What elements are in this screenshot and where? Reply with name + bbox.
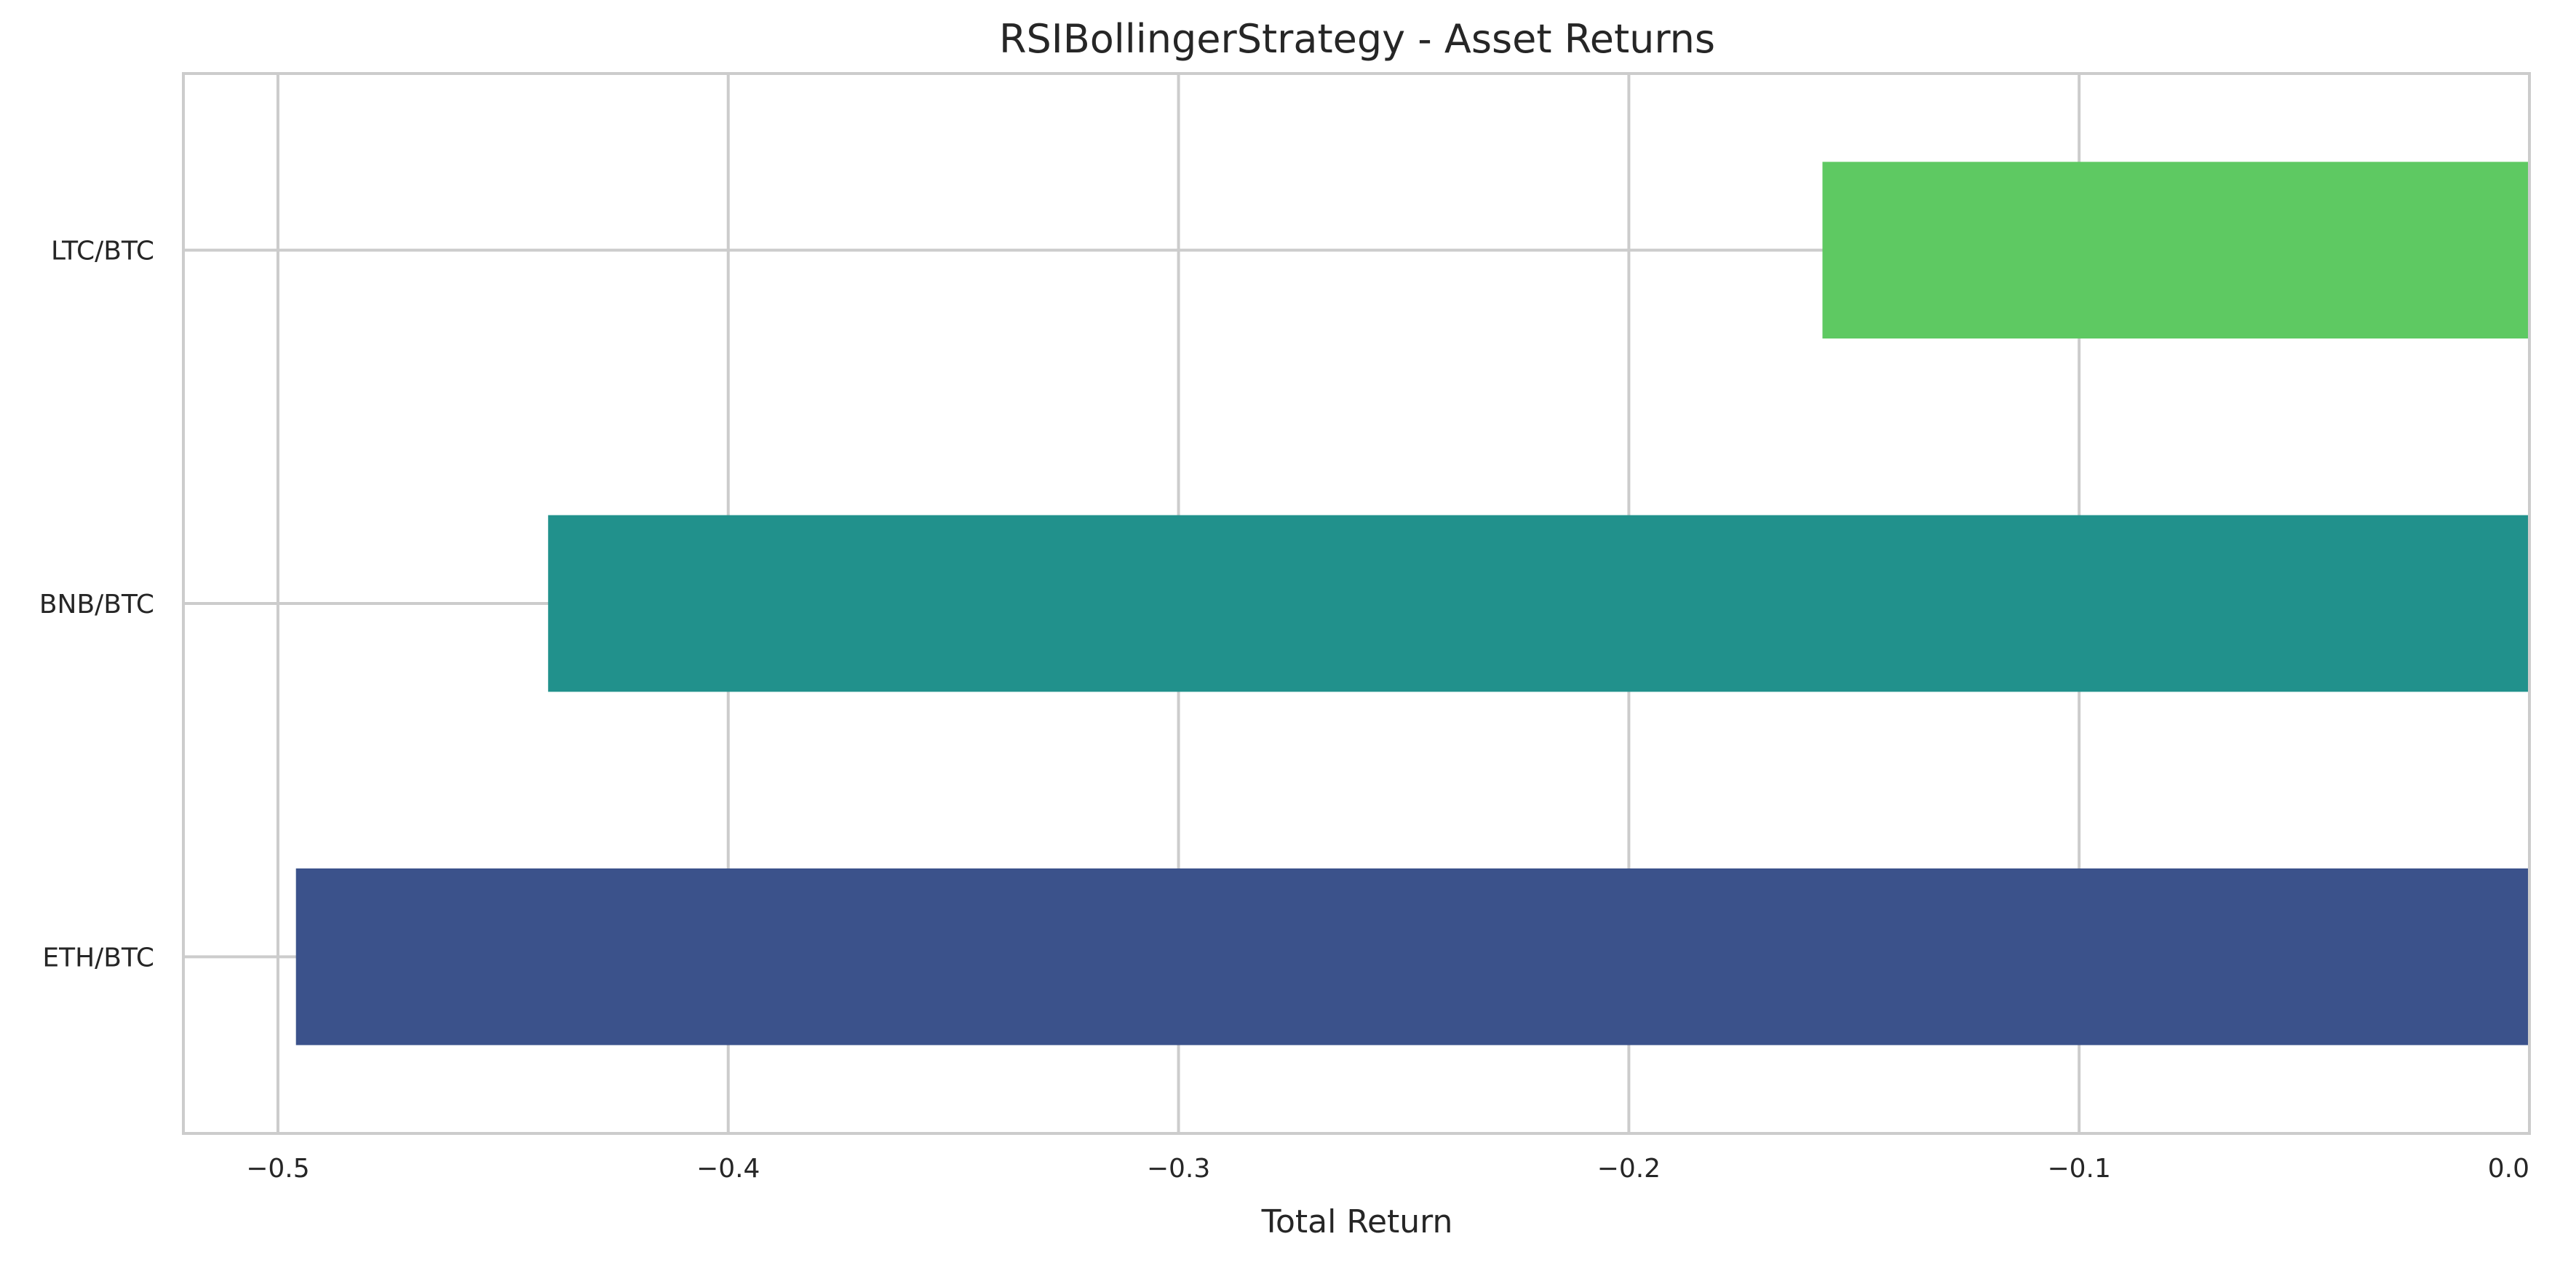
- bar: [548, 515, 2529, 692]
- x-tick-label: −0.5: [246, 1154, 309, 1184]
- bar: [295, 868, 2530, 1045]
- x-tick-label: −0.4: [696, 1154, 760, 1184]
- x-tick-label: −0.2: [1597, 1154, 1661, 1184]
- x-tick-label: −0.3: [1147, 1154, 1210, 1184]
- y-tick-label: LTC/BTC: [51, 237, 154, 266]
- bar: [1822, 162, 2529, 338]
- x-tick-label: 0.0: [2488, 1154, 2529, 1184]
- x-axis-label: Total Return: [1261, 1203, 1453, 1240]
- plot-frame: [182, 72, 2531, 1135]
- chart-title: RSIBollingerStrategy - Asset Returns: [999, 16, 1715, 62]
- y-tick-label: BNB/BTC: [39, 590, 154, 619]
- tick-labels: −0.5 −0.4 −0.3 −0.2 −0.1 0.0 ETH/BTC BNB/BTC LTC…: [39, 237, 2529, 1184]
- bars: [295, 162, 2530, 1045]
- y-tick-label: ETH/BTC: [42, 943, 154, 973]
- x-tick-label: −0.1: [2047, 1154, 2110, 1184]
